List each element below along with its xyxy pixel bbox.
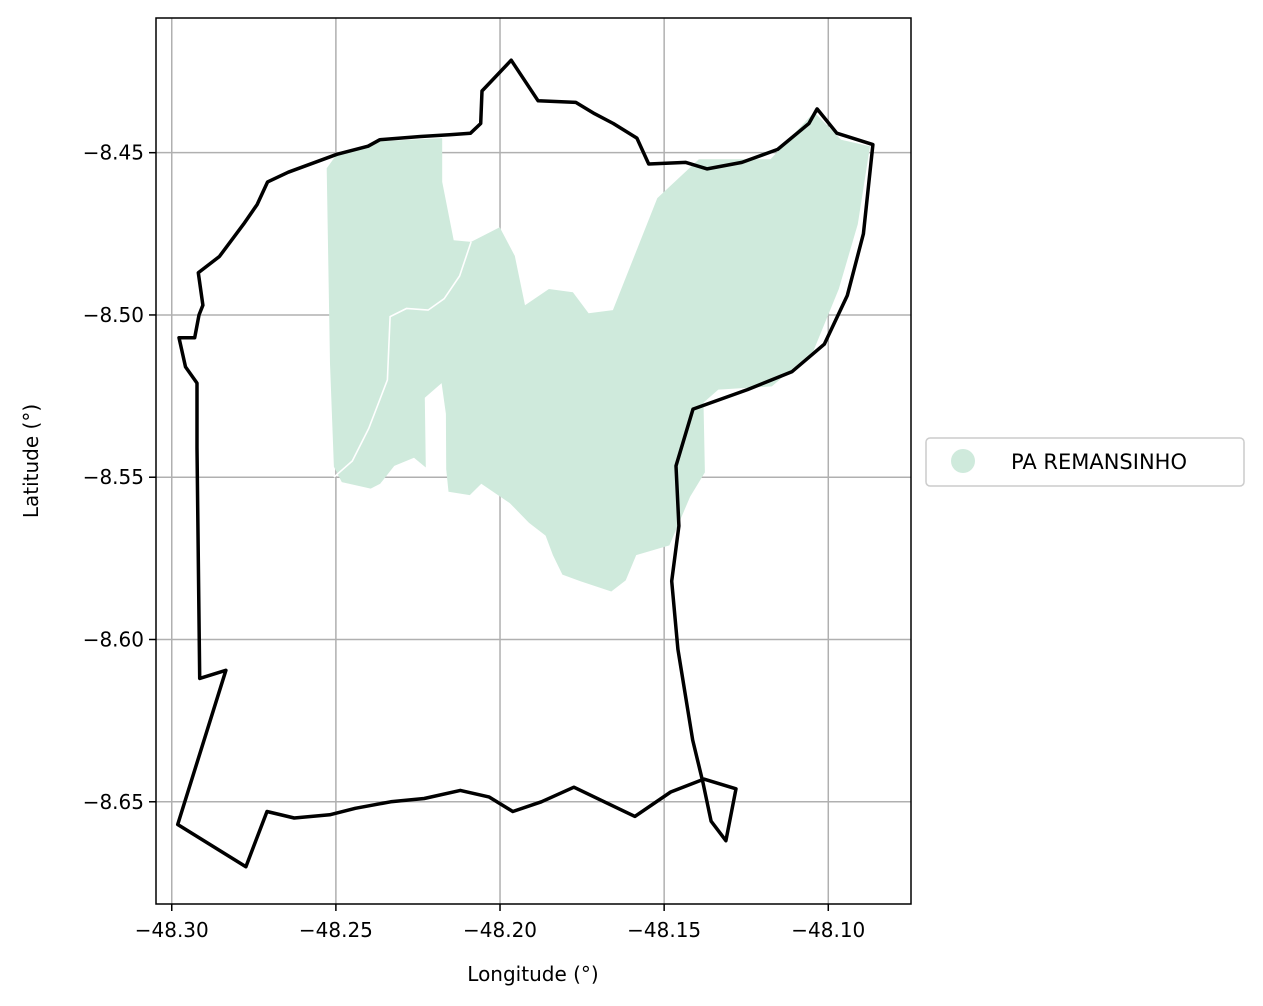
x-tick-label: −48.20	[463, 918, 537, 942]
y-tick-label: −8.45	[83, 141, 144, 165]
x-axis-label: Longitude (°)	[467, 962, 598, 986]
y-tick-label: −8.65	[83, 790, 144, 814]
plot-frame	[155, 17, 912, 905]
municipality-outline	[175, 58, 875, 869]
pa-remansinho-area	[326, 112, 870, 592]
legend-box	[925, 437, 1245, 487]
internal-boundary-line	[333, 241, 472, 478]
legend: PA REMANSINHO	[925, 437, 1245, 487]
legend-label: PA REMANSINHO	[1011, 450, 1187, 474]
y-tick-label: −8.55	[83, 465, 144, 489]
legend-marker	[951, 449, 975, 473]
y-tick-label: −8.60	[83, 627, 144, 651]
x-tick-label: −48.10	[791, 918, 865, 942]
x-tick-label: −48.15	[627, 918, 701, 942]
x-tick-label: −48.30	[135, 918, 209, 942]
y-axis-label: Latitude (°)	[19, 404, 43, 518]
map-layers	[175, 58, 875, 869]
y-tick-label: −8.50	[83, 303, 144, 327]
x-tick-label: −48.25	[299, 918, 373, 942]
axis-ticks: −48.30 −48.25 −48.20 −48.15 −48.10 −8.45 −8.50…	[83, 141, 866, 942]
